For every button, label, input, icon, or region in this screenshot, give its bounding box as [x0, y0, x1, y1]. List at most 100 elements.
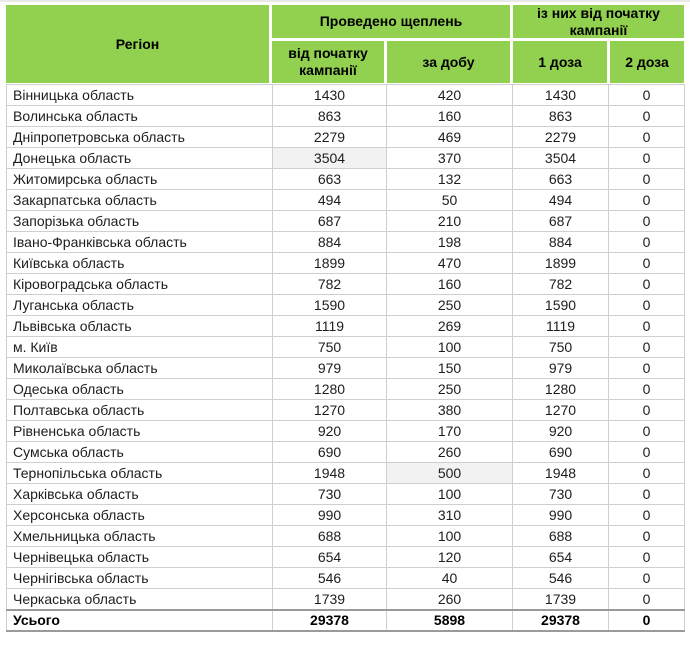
table-row: Рівненська область 920 170 920 0	[6, 420, 685, 442]
value-cell: 0	[608, 210, 685, 232]
value-cell: 546	[272, 567, 387, 589]
region-cell: Львівська область	[6, 315, 273, 337]
table-row: Київська область 1899 470 1899 0	[6, 252, 685, 274]
value-cell: 2279	[272, 126, 387, 148]
table-row: Тернопільська область 1948 500 1948 0	[6, 462, 685, 484]
value-cell: 0	[608, 441, 685, 463]
table-body: Вінницька область 1430 420 1430 0 Волинська о…	[6, 84, 685, 632]
value-cell: 1280	[512, 378, 609, 400]
value-cell: 1119	[512, 315, 609, 337]
value-cell: 2279	[512, 126, 609, 148]
table-row: Закарпатська область 494 50 494 0	[6, 189, 685, 211]
value-cell: 1739	[512, 588, 609, 610]
value-cell: 0	[608, 462, 685, 484]
value-cell: 546	[512, 567, 609, 589]
value-cell: 0	[608, 588, 685, 610]
value-cell: 40	[386, 567, 513, 589]
table-row: Волинська область 863 160 863 0	[6, 105, 685, 127]
value-cell: 863	[272, 105, 387, 127]
value-cell: 750	[272, 336, 387, 358]
value-cell: 100	[386, 483, 513, 505]
total-since-start: 29378	[272, 608, 387, 632]
value-cell: 0	[608, 189, 685, 211]
region-cell: Івано-Франківська область	[6, 231, 273, 253]
value-cell: 663	[272, 168, 387, 190]
value-cell: 0	[608, 420, 685, 442]
region-cell: Кіровоградська область	[6, 273, 273, 295]
top-edge-divider	[0, 0, 690, 2]
value-cell: 979	[512, 357, 609, 379]
value-cell: 863	[512, 105, 609, 127]
region-cell: Дніпропетровська область	[6, 126, 273, 148]
region-cell: Закарпатська область	[6, 189, 273, 211]
header-region: Регіон	[6, 5, 269, 83]
table-row: Полтавська область 1270 380 1270 0	[6, 399, 685, 421]
value-cell: 690	[512, 441, 609, 463]
value-cell: 1280	[272, 378, 387, 400]
region-cell: Сумська область	[6, 441, 273, 463]
table-header: Регіон Проведено щеплень із них від поча…	[6, 5, 684, 83]
value-cell: 979	[272, 357, 387, 379]
value-cell: 494	[512, 189, 609, 211]
value-cell: 3504	[272, 147, 387, 169]
region-cell: Київська область	[6, 252, 273, 274]
region-cell: Миколаївська область	[6, 357, 273, 379]
value-cell: 1430	[512, 84, 609, 106]
value-cell: 990	[512, 504, 609, 526]
value-cell: 100	[386, 525, 513, 547]
header-sub-dose1: 1 доза	[513, 41, 607, 83]
table-row: Дніпропетровська область 2279 469 2279 0	[6, 126, 685, 148]
value-cell: 370	[386, 147, 513, 169]
region-cell: Чернігівська область	[6, 567, 273, 589]
value-cell: 730	[272, 483, 387, 505]
table-row: Житомирська область 663 132 663 0	[6, 168, 685, 190]
value-cell: 0	[608, 252, 685, 274]
vaccination-table: Регіон Проведено щеплень із них від поча…	[6, 5, 685, 632]
value-cell: 120	[386, 546, 513, 568]
region-cell: Хмельницька область	[6, 525, 273, 547]
value-cell: 160	[386, 105, 513, 127]
value-cell: 1590	[512, 294, 609, 316]
value-cell: 1270	[512, 399, 609, 421]
value-cell: 0	[608, 546, 685, 568]
value-cell: 50	[386, 189, 513, 211]
value-cell: 688	[512, 525, 609, 547]
region-cell: Чернівецька область	[6, 546, 273, 568]
value-cell: 690	[272, 441, 387, 463]
value-cell: 210	[386, 210, 513, 232]
total-row: Усього 29378 5898 29378 0	[6, 608, 685, 632]
value-cell: 132	[386, 168, 513, 190]
region-cell: Вінницька область	[6, 84, 273, 106]
value-cell: 494	[272, 189, 387, 211]
table-row: Донецька область 3504 370 3504 0	[6, 147, 685, 169]
value-cell: 884	[512, 231, 609, 253]
value-cell: 782	[272, 273, 387, 295]
table-row: Миколаївська область 979 150 979 0	[6, 357, 685, 379]
table-row: м. Київ 750 100 750 0	[6, 336, 685, 358]
table-row: Чернігівська область 546 40 546 0	[6, 567, 685, 589]
value-cell: 0	[608, 357, 685, 379]
value-cell: 1739	[272, 588, 387, 610]
value-cell: 1119	[272, 315, 387, 337]
region-cell: Луганська область	[6, 294, 273, 316]
value-cell: 160	[386, 273, 513, 295]
value-cell: 1899	[272, 252, 387, 274]
value-cell: 260	[386, 588, 513, 610]
region-cell: Одеська область	[6, 378, 273, 400]
value-cell: 0	[608, 315, 685, 337]
value-cell: 260	[386, 441, 513, 463]
region-cell: Донецька область	[6, 147, 273, 169]
value-cell: 920	[512, 420, 609, 442]
value-cell: 1590	[272, 294, 387, 316]
value-cell: 782	[512, 273, 609, 295]
region-cell: Харківська область	[6, 483, 273, 505]
table-row: Чернівецька область 654 120 654 0	[6, 546, 685, 568]
value-cell: 0	[608, 126, 685, 148]
value-cell: 0	[608, 168, 685, 190]
header-sub-per-day: за добу	[387, 41, 510, 83]
value-cell: 0	[608, 399, 685, 421]
value-cell: 0	[608, 567, 685, 589]
value-cell: 380	[386, 399, 513, 421]
value-cell: 654	[272, 546, 387, 568]
table-row: Луганська область 1590 250 1590 0	[6, 294, 685, 316]
